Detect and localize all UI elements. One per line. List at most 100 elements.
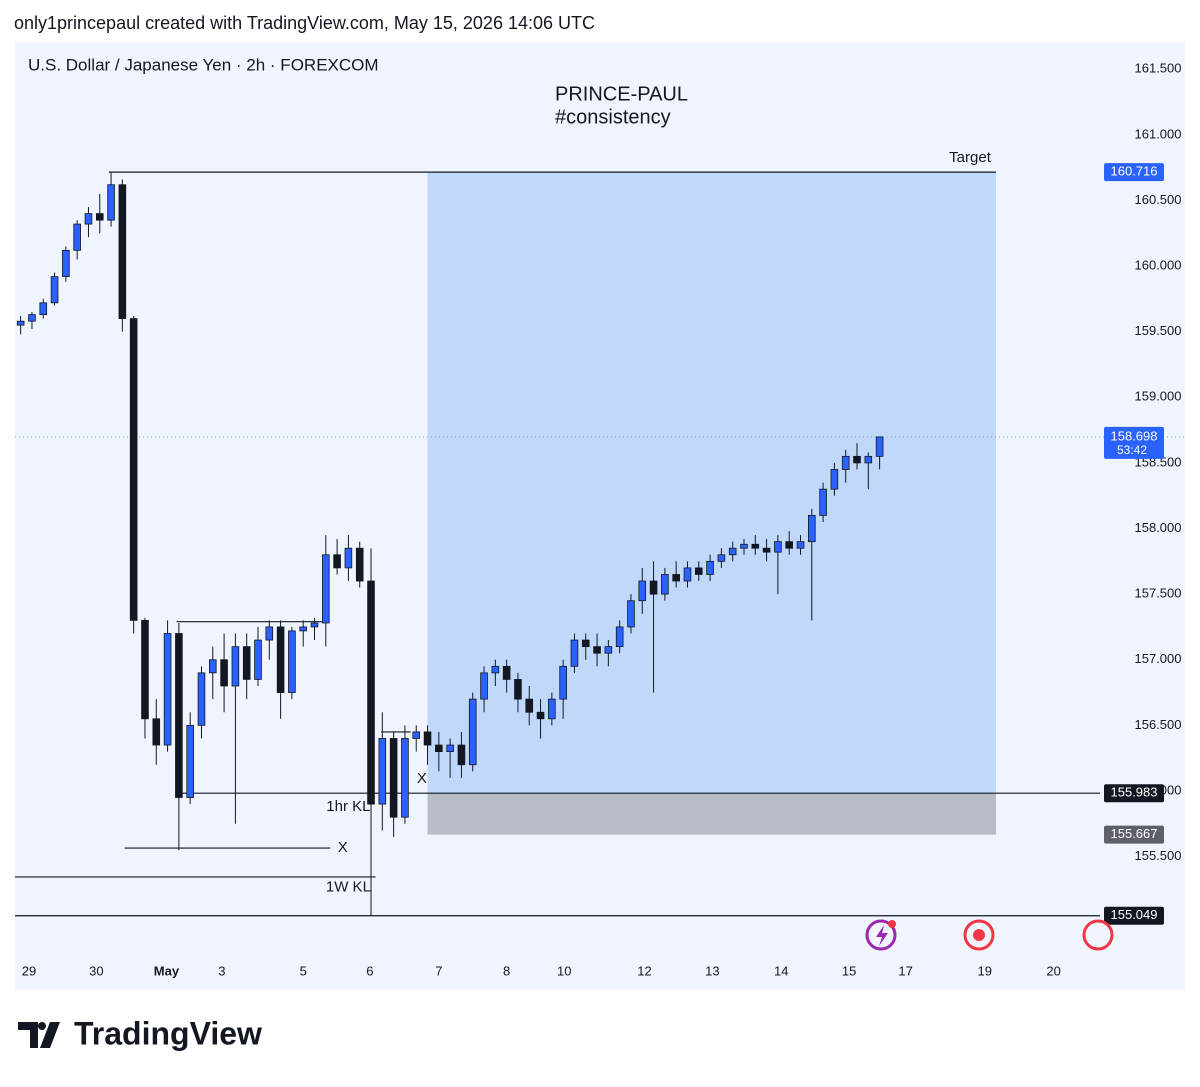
candle-body (186, 724, 194, 798)
candle-body (435, 744, 443, 753)
candle-body (649, 580, 658, 595)
candle-body (107, 184, 115, 221)
candle-body (830, 469, 839, 490)
candle-body (841, 455, 850, 470)
y-tick-label: 159.500 (1135, 323, 1182, 338)
y-tick-label: 157.000 (1135, 651, 1182, 666)
y-tick-label: 160.500 (1135, 192, 1182, 207)
candle-body (412, 731, 421, 739)
candle-body (333, 554, 341, 569)
price-tag-label: 155.049 (1111, 907, 1158, 922)
candle-body (728, 547, 737, 556)
event-icons (865, 919, 1114, 951)
candle-body (378, 738, 387, 805)
candle-body (853, 455, 861, 464)
candle-body (604, 646, 613, 654)
candle-body (208, 659, 217, 674)
x-tick-label: 5 (300, 963, 307, 978)
x-tick-label: 3 (218, 963, 225, 978)
candle-body (808, 515, 816, 543)
candle-body (446, 744, 454, 753)
candle-body (548, 698, 556, 720)
candle-body (593, 646, 601, 654)
candle-body (401, 738, 409, 818)
candle-body (536, 711, 545, 720)
annotation: 1hr KL (326, 798, 370, 815)
candle-body (468, 698, 477, 766)
logo: TradingView (18, 1015, 262, 1051)
candle-body (480, 672, 488, 700)
candle-body (28, 314, 36, 322)
candle-body (683, 567, 692, 582)
price-tag (1104, 825, 1164, 844)
x-tick-label: 20 (1046, 963, 1060, 978)
annotation: Target (949, 149, 992, 166)
candle-body (559, 665, 567, 700)
header: only1princepaul created with TradingView… (14, 13, 595, 33)
candle-body (615, 626, 624, 648)
candle-body (457, 744, 466, 766)
candle-body (62, 249, 70, 277)
price-tag-label: 155.983 (1111, 785, 1158, 800)
x-tick-label: 8 (503, 963, 510, 978)
candle-body (276, 626, 285, 693)
y-tick-label: 159.000 (1135, 389, 1182, 404)
x-tick-label: 13 (705, 963, 719, 978)
candle-body (581, 639, 590, 648)
candle-body (288, 630, 296, 693)
x-tick-label: 29 (22, 963, 36, 978)
candle-body (762, 547, 771, 553)
price-tag (1104, 906, 1164, 925)
x-tick-label: 12 (637, 963, 651, 978)
candle-body (717, 554, 726, 562)
candle-body (864, 455, 873, 464)
candle-body (73, 223, 81, 251)
y-tick-label: 161.000 (1135, 126, 1182, 141)
x-tick-label: 6 (366, 963, 373, 978)
x-tick-label: 7 (435, 963, 442, 978)
y-tick-label: 158.000 (1135, 520, 1182, 535)
annotation: X (417, 770, 427, 787)
candle-body (141, 619, 149, 720)
y-tick-label: 157.500 (1135, 586, 1182, 601)
candle-body (796, 541, 805, 549)
candle-body (355, 547, 364, 582)
candle-body (785, 541, 793, 549)
candle-body (661, 574, 669, 595)
candle-body (84, 213, 93, 225)
target-zone (427, 172, 997, 794)
candle-body (197, 672, 206, 726)
x-tick-label: 30 (89, 963, 103, 978)
annotation: X (338, 839, 348, 856)
candle-body (706, 560, 714, 575)
candle-body (525, 698, 534, 713)
candle-body (39, 302, 48, 316)
candle-body (627, 600, 635, 628)
candle-body (740, 543, 748, 549)
x-tick-label: 14 (774, 963, 788, 978)
annotation: 1W KL (326, 879, 371, 896)
price-tag (1104, 163, 1164, 182)
candle-body (875, 436, 884, 457)
candle-body (344, 547, 353, 569)
candle-body (322, 554, 330, 624)
candle-body (299, 626, 307, 632)
price-tag (1104, 784, 1164, 803)
candle-body (118, 184, 127, 319)
candle-body (242, 646, 251, 680)
last-price-label: 158.698 (1111, 428, 1158, 443)
candle-body (95, 213, 104, 221)
footer-brand: TradingView (74, 1015, 262, 1051)
candle-body (819, 488, 827, 516)
candle-body (502, 665, 511, 680)
candle-body (423, 731, 432, 746)
x-tick-label: May (154, 963, 180, 978)
candle-body (638, 580, 647, 602)
x-tick-label: 19 (977, 963, 991, 978)
candle-body (152, 718, 161, 746)
y-tick-label: 156.500 (1135, 717, 1182, 732)
candle-body (231, 646, 240, 687)
candle-body (751, 543, 760, 549)
